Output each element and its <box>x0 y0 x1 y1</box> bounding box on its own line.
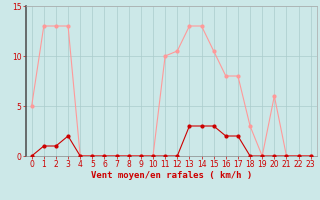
X-axis label: Vent moyen/en rafales ( km/h ): Vent moyen/en rafales ( km/h ) <box>91 171 252 180</box>
